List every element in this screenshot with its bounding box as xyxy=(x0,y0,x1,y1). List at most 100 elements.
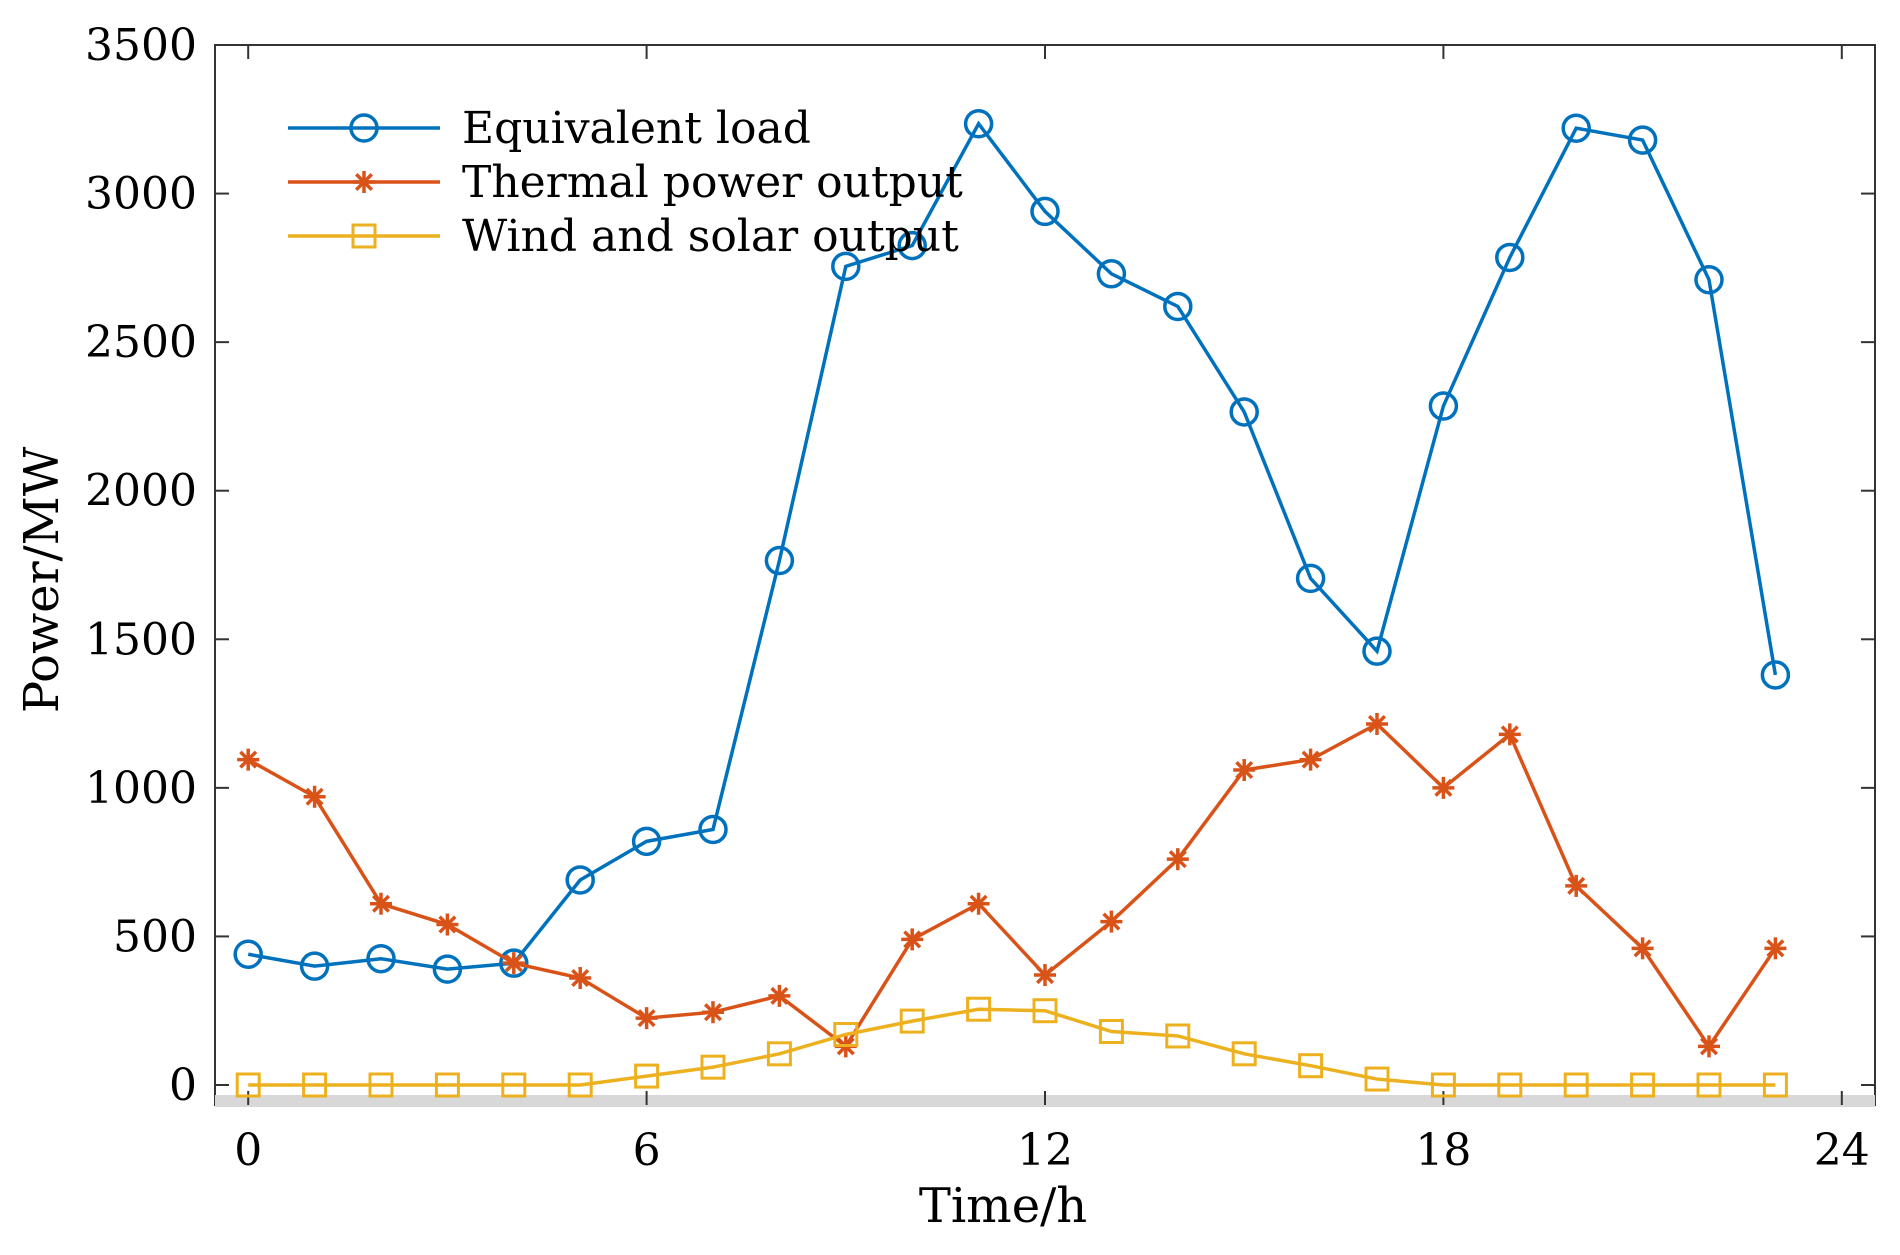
data-point xyxy=(1561,113,1591,143)
data-point xyxy=(1698,1035,1720,1058)
plot-frame xyxy=(214,44,1876,1106)
y-tick-label: 3500 xyxy=(85,20,197,71)
legend-label: Thermal power output xyxy=(462,157,963,208)
data-point xyxy=(963,108,994,139)
legend-marker xyxy=(349,113,379,143)
data-point xyxy=(569,967,592,990)
data-point xyxy=(302,1072,328,1098)
data-point xyxy=(1627,125,1658,155)
data-point xyxy=(833,1021,859,1047)
y-axis-label: Power/MW xyxy=(14,446,70,713)
data-point xyxy=(1563,1072,1589,1098)
data-point xyxy=(768,984,791,1007)
x-tick-label: 6 xyxy=(633,1125,661,1176)
data-point xyxy=(897,230,927,261)
data-point xyxy=(436,913,459,936)
legend-label: Wind and solar output xyxy=(462,211,959,262)
data-point xyxy=(766,1041,792,1067)
data-point xyxy=(366,943,396,974)
data-point xyxy=(1231,1041,1257,1067)
data-point xyxy=(764,545,795,576)
data-point xyxy=(1100,910,1123,933)
data-point xyxy=(368,1072,394,1098)
y-tick-label: 0 xyxy=(169,1060,197,1111)
data-point xyxy=(702,1001,724,1024)
data-point xyxy=(1034,964,1056,987)
data-point xyxy=(1364,1066,1390,1092)
data-point xyxy=(370,892,392,915)
data-point xyxy=(1495,242,1525,273)
legend-label: Equivalent load xyxy=(462,103,811,154)
series-equivalent-load xyxy=(233,108,1791,984)
series-line xyxy=(247,120,1778,971)
y-tick-label: 500 xyxy=(113,911,197,962)
data-point xyxy=(1233,759,1256,782)
data-point xyxy=(1497,1072,1523,1098)
data-point xyxy=(1760,660,1791,690)
legend-entry: Thermal power output xyxy=(288,157,963,208)
data-point xyxy=(1764,937,1787,960)
y-tick-label: 2500 xyxy=(85,317,197,368)
series-line xyxy=(247,721,1777,1050)
data-point xyxy=(434,1072,460,1098)
data-point xyxy=(1098,1019,1124,1045)
data-point xyxy=(1631,937,1654,960)
x-tick-label: 12 xyxy=(1017,1125,1073,1176)
data-point xyxy=(1696,1072,1722,1098)
data-point xyxy=(1366,712,1388,735)
plot-area: 0 500 1000 1500 2000 2500 3000 3500 0 6 12 18 24 xyxy=(85,20,1876,1176)
legend-entry: Equivalent load xyxy=(288,103,811,154)
data-point xyxy=(634,1063,660,1089)
legend-entry: Wind and solar output xyxy=(288,211,959,262)
data-point xyxy=(1229,397,1259,427)
data-point xyxy=(1762,1072,1788,1098)
data-point xyxy=(899,1008,925,1034)
data-point xyxy=(1295,563,1326,594)
data-point xyxy=(1299,748,1322,771)
x-axis-label: Time/h xyxy=(919,1178,1087,1234)
data-point xyxy=(635,1007,658,1030)
data-point xyxy=(1630,1072,1656,1098)
series-layer xyxy=(233,108,1791,1098)
data-point xyxy=(235,1072,261,1098)
data-point xyxy=(1165,1023,1191,1049)
data-point xyxy=(1096,259,1127,289)
data-point xyxy=(1362,636,1392,666)
data-point xyxy=(901,928,924,951)
data-point xyxy=(631,826,662,857)
legend-marker xyxy=(353,171,375,193)
y-tick-label: 1500 xyxy=(85,614,197,665)
legend-marker xyxy=(351,223,377,249)
data-point xyxy=(233,939,263,970)
data-point xyxy=(1030,196,1060,227)
data-point xyxy=(237,748,260,771)
data-point xyxy=(1694,264,1724,295)
y-tick-label: 1000 xyxy=(85,763,197,814)
data-point xyxy=(299,951,330,981)
data-point xyxy=(966,996,992,1022)
x-tick-label: 0 xyxy=(234,1125,262,1176)
data-point xyxy=(967,892,990,915)
data-point xyxy=(432,954,463,984)
data-point xyxy=(501,1072,527,1098)
data-point xyxy=(565,865,595,895)
data-point xyxy=(1565,874,1588,897)
data-point xyxy=(1430,1072,1456,1098)
data-point xyxy=(1498,723,1521,746)
data-point xyxy=(567,1072,593,1098)
x-tick-label: 18 xyxy=(1415,1125,1471,1176)
data-point xyxy=(1428,391,1459,421)
series-wind-and-solar-output xyxy=(235,996,1788,1098)
data-point xyxy=(502,952,525,975)
data-point xyxy=(1163,291,1193,322)
data-point xyxy=(1032,998,1058,1024)
data-point xyxy=(698,814,728,845)
data-point xyxy=(1298,1053,1324,1079)
y-tick-label: 2000 xyxy=(85,466,197,517)
data-point xyxy=(1166,848,1189,871)
data-point xyxy=(831,251,861,282)
data-point xyxy=(700,1054,726,1080)
data-point xyxy=(303,785,326,808)
